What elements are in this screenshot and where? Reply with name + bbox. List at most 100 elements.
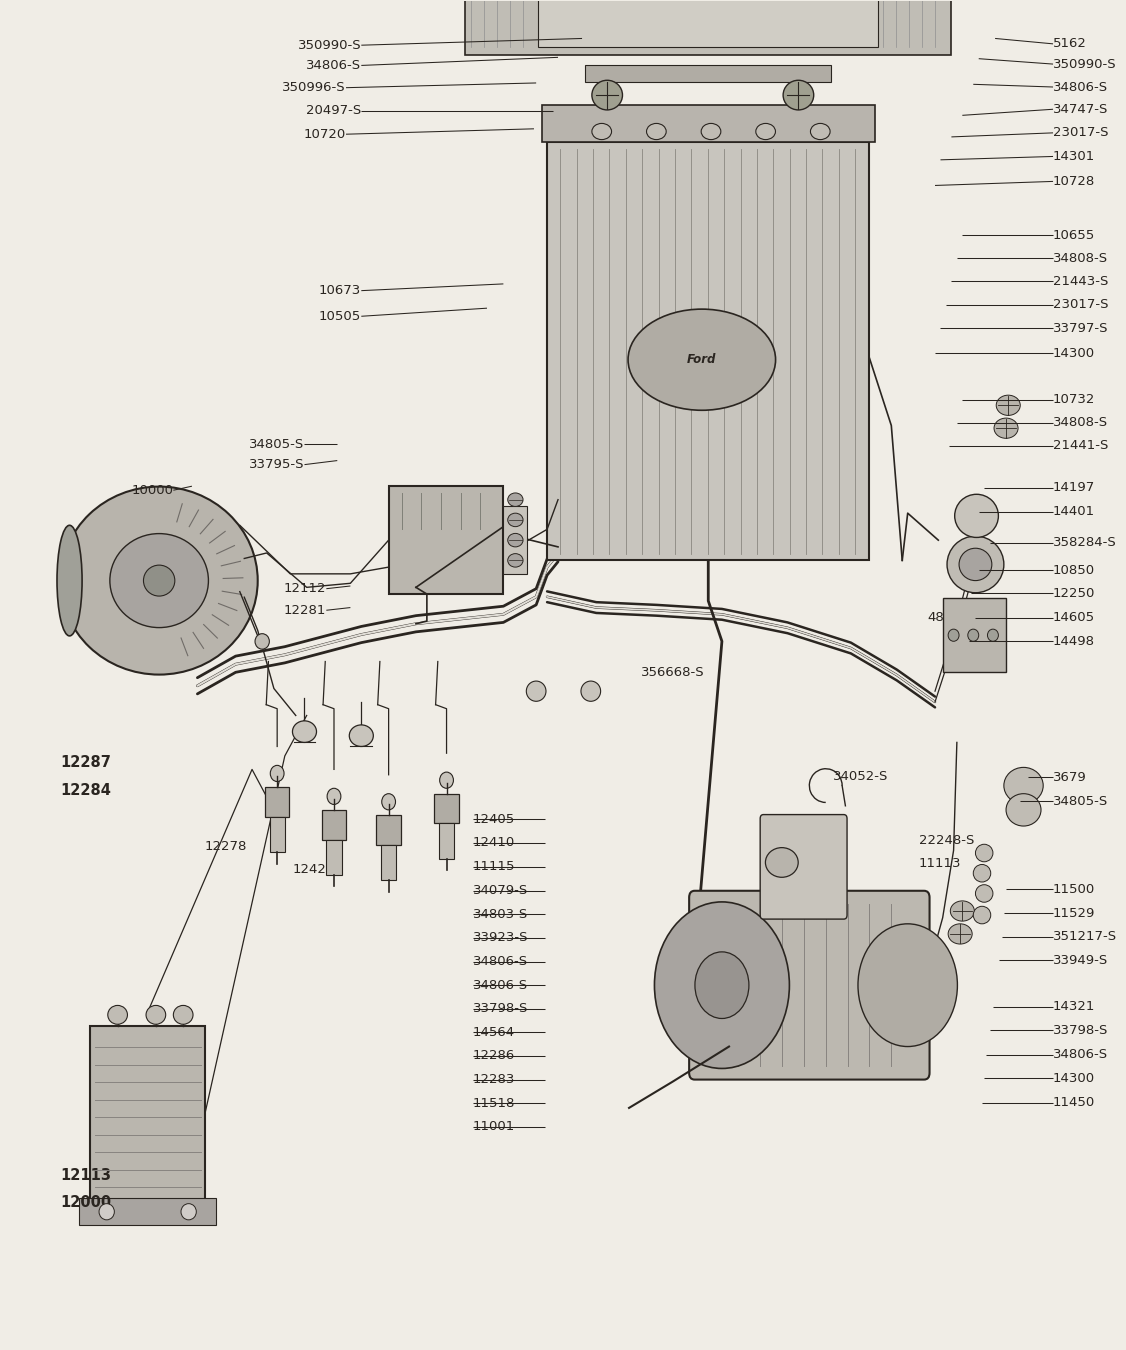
Text: 10720: 10720	[304, 128, 346, 140]
Ellipse shape	[766, 848, 798, 878]
Ellipse shape	[975, 844, 993, 861]
Text: 350996-S: 350996-S	[283, 81, 346, 95]
Ellipse shape	[293, 721, 316, 743]
Text: 34808-S: 34808-S	[1053, 416, 1108, 429]
Text: 33949-S: 33949-S	[1053, 953, 1108, 967]
Ellipse shape	[654, 902, 789, 1068]
Ellipse shape	[968, 629, 978, 641]
Ellipse shape	[948, 923, 972, 944]
Ellipse shape	[110, 533, 208, 628]
Ellipse shape	[592, 123, 611, 139]
Text: 14401: 14401	[1053, 505, 1096, 518]
Text: 10655: 10655	[1053, 230, 1096, 242]
FancyBboxPatch shape	[542, 104, 875, 142]
Text: 34808-S: 34808-S	[1053, 252, 1108, 265]
Text: 14197: 14197	[1053, 481, 1096, 494]
Text: 12000: 12000	[61, 1195, 111, 1210]
Ellipse shape	[508, 533, 524, 547]
Text: 12112: 12112	[284, 582, 327, 595]
FancyBboxPatch shape	[269, 817, 285, 852]
Ellipse shape	[948, 629, 959, 641]
Ellipse shape	[994, 418, 1018, 439]
Text: 12278: 12278	[204, 840, 247, 853]
FancyBboxPatch shape	[79, 1199, 216, 1226]
FancyBboxPatch shape	[586, 65, 831, 81]
Text: 12410: 12410	[473, 837, 515, 849]
Ellipse shape	[526, 680, 546, 701]
Ellipse shape	[592, 80, 623, 109]
Ellipse shape	[508, 513, 524, 526]
Ellipse shape	[973, 906, 991, 923]
Ellipse shape	[1004, 767, 1043, 803]
Text: 10505: 10505	[319, 309, 361, 323]
Text: 34747-S: 34747-S	[1053, 103, 1108, 116]
Text: 12284: 12284	[61, 783, 111, 798]
Text: 10673: 10673	[319, 284, 361, 297]
Text: 33798-S: 33798-S	[473, 1002, 528, 1015]
Text: Ford: Ford	[687, 354, 716, 366]
Text: 22248-S: 22248-S	[919, 834, 974, 846]
Ellipse shape	[973, 864, 991, 882]
Ellipse shape	[959, 548, 992, 580]
Text: 5162: 5162	[1053, 38, 1087, 50]
Ellipse shape	[508, 493, 524, 506]
Ellipse shape	[581, 680, 600, 701]
Ellipse shape	[181, 1204, 196, 1220]
Ellipse shape	[61, 486, 258, 675]
Text: 11001: 11001	[473, 1120, 515, 1133]
FancyBboxPatch shape	[381, 845, 396, 880]
Text: 10732: 10732	[1053, 393, 1096, 406]
Text: 12405: 12405	[473, 813, 515, 826]
Text: 12113: 12113	[61, 1168, 111, 1183]
FancyBboxPatch shape	[322, 810, 346, 840]
Text: 356668-S: 356668-S	[641, 666, 705, 679]
Text: 34805-S: 34805-S	[1053, 795, 1108, 807]
Ellipse shape	[328, 788, 341, 805]
Ellipse shape	[270, 765, 284, 782]
Ellipse shape	[382, 794, 395, 810]
Ellipse shape	[439, 772, 454, 788]
Text: 21441-S: 21441-S	[1053, 439, 1108, 452]
Text: 34806-S: 34806-S	[306, 59, 361, 72]
Text: 11113: 11113	[919, 857, 962, 871]
FancyBboxPatch shape	[689, 891, 930, 1080]
Ellipse shape	[955, 494, 999, 537]
FancyBboxPatch shape	[388, 486, 503, 594]
FancyBboxPatch shape	[760, 814, 847, 919]
Text: 34806-S: 34806-S	[1053, 81, 1108, 93]
Text: 3679: 3679	[1053, 771, 1087, 784]
Ellipse shape	[349, 725, 374, 747]
Text: 11529: 11529	[1053, 907, 1096, 919]
Text: 33797-S: 33797-S	[1053, 321, 1108, 335]
Ellipse shape	[254, 633, 269, 649]
Text: 34806-S: 34806-S	[473, 979, 528, 992]
Ellipse shape	[173, 1006, 193, 1025]
Ellipse shape	[695, 952, 749, 1018]
Text: 34079-S: 34079-S	[473, 884, 528, 898]
Text: 14321: 14321	[1053, 1000, 1096, 1014]
Ellipse shape	[108, 1006, 127, 1025]
Text: 12283: 12283	[473, 1073, 516, 1087]
FancyBboxPatch shape	[435, 794, 458, 824]
Text: 23017-S: 23017-S	[1053, 298, 1108, 312]
Text: 351217-S: 351217-S	[1053, 930, 1117, 944]
Ellipse shape	[1006, 794, 1042, 826]
Text: 12250: 12250	[1053, 587, 1096, 599]
FancyBboxPatch shape	[465, 0, 951, 54]
Ellipse shape	[701, 123, 721, 139]
Ellipse shape	[947, 536, 1004, 593]
FancyBboxPatch shape	[90, 1026, 205, 1202]
Text: 34052-S: 34052-S	[833, 769, 888, 783]
Text: 11115: 11115	[473, 860, 516, 873]
Ellipse shape	[646, 123, 667, 139]
Text: 20497-S: 20497-S	[306, 104, 361, 117]
Text: 12426: 12426	[293, 863, 336, 876]
Text: 350990-S: 350990-S	[1053, 58, 1117, 70]
Text: 23017-S: 23017-S	[1053, 127, 1108, 139]
Ellipse shape	[756, 123, 776, 139]
Text: 358284-S: 358284-S	[1053, 536, 1117, 549]
Text: 10850: 10850	[1053, 564, 1096, 576]
FancyBboxPatch shape	[942, 598, 1006, 672]
Text: 11450: 11450	[1053, 1096, 1096, 1108]
Text: 11518: 11518	[473, 1096, 516, 1110]
